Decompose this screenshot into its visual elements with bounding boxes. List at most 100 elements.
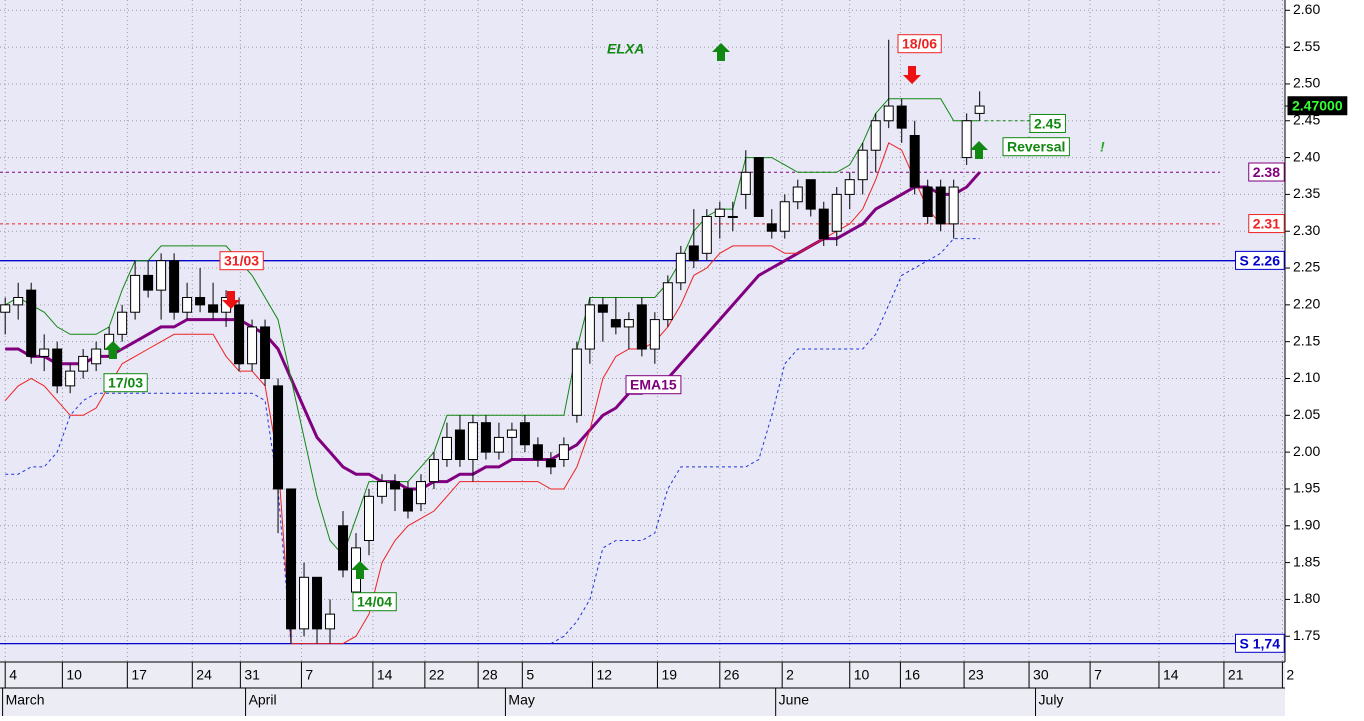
candle-body xyxy=(883,105,894,122)
level-label: 2.38 xyxy=(1253,164,1280,180)
candle-body xyxy=(831,193,842,232)
candle-body xyxy=(156,260,167,291)
candle-body xyxy=(91,348,102,365)
y-tick-label: 2.55 xyxy=(1293,38,1320,54)
candle-body xyxy=(247,326,258,365)
y-tick-label: 1.80 xyxy=(1293,590,1320,606)
x-tick-label: 7 xyxy=(1094,667,1102,683)
month-label: April xyxy=(249,692,277,708)
candle-body xyxy=(26,289,37,357)
candle-body xyxy=(649,319,660,350)
level-label-box xyxy=(1235,250,1285,270)
x-tick-label: 19 xyxy=(661,667,677,683)
candle-body xyxy=(805,179,816,210)
y-tick-label: 1.95 xyxy=(1293,480,1320,496)
candle-body xyxy=(610,319,621,328)
candle-body xyxy=(13,296,24,306)
candle-body xyxy=(896,105,907,129)
candle-body xyxy=(39,348,50,357)
candle-body xyxy=(584,304,595,350)
annotation-box xyxy=(1002,137,1070,157)
indicator-line xyxy=(4,142,954,645)
candle-body xyxy=(961,120,972,159)
candle-body xyxy=(480,422,491,453)
candle-body xyxy=(974,105,985,114)
candle-body xyxy=(948,186,959,225)
candle-body xyxy=(753,157,764,217)
level-label: S 1,74 xyxy=(1240,635,1281,651)
y-tick-label: 1.75 xyxy=(1293,627,1320,643)
x-tick-label: 5 xyxy=(526,667,534,683)
level-label: 2.31 xyxy=(1253,216,1280,232)
signal-arrow xyxy=(970,141,988,159)
candle-body xyxy=(117,311,128,335)
candle-body xyxy=(65,370,76,387)
candle-body xyxy=(714,208,725,217)
x-tick-label: 28 xyxy=(482,667,498,683)
candle-body xyxy=(130,274,141,313)
y-tick-label: 2.20 xyxy=(1293,296,1320,312)
annotation: Reversal xyxy=(1007,139,1065,155)
candle-body xyxy=(402,488,413,512)
month-label: May xyxy=(508,692,534,708)
annotation-box xyxy=(352,592,397,612)
candle-body xyxy=(701,215,712,254)
candle-body xyxy=(260,326,271,379)
candle-body xyxy=(727,215,738,218)
candle-body xyxy=(545,458,556,468)
candle-body xyxy=(441,436,452,460)
candle-body xyxy=(857,149,868,181)
x-tick-label: 26 xyxy=(724,667,740,683)
chart-title: ELXA xyxy=(607,41,644,57)
candle-body xyxy=(909,134,920,188)
candle-body xyxy=(325,613,336,630)
x-tick-label: 12 xyxy=(596,667,612,683)
annotation: 18/06 xyxy=(902,36,937,52)
signal-arrow xyxy=(903,66,921,84)
candle-body xyxy=(688,245,699,262)
candle-body xyxy=(234,304,245,365)
candle-body xyxy=(467,422,478,460)
x-tick-label: 10 xyxy=(854,667,870,683)
y-tick-label: 2.15 xyxy=(1293,332,1320,348)
x-tick-label: 23 xyxy=(968,667,984,683)
y-tick-label: 1.90 xyxy=(1293,516,1320,532)
candle-body xyxy=(662,282,673,321)
candle-body xyxy=(169,260,180,313)
y-tick-label: 2.25 xyxy=(1293,259,1320,275)
indicator-line xyxy=(4,98,980,557)
candle-body xyxy=(78,355,89,372)
annotation: 17/03 xyxy=(108,375,143,391)
candle-body xyxy=(363,495,374,541)
x-tick-label: 22 xyxy=(429,667,445,683)
level-label-box xyxy=(1248,162,1285,182)
signal-arrow xyxy=(351,561,369,579)
candle-body xyxy=(376,481,387,497)
candle-body xyxy=(506,429,517,438)
candle-body xyxy=(870,120,881,151)
candle-body xyxy=(0,304,11,313)
annotation-box xyxy=(219,251,264,271)
x-tick-label: 14 xyxy=(377,667,393,683)
indicator-line xyxy=(5,238,980,645)
candle-body xyxy=(454,429,465,460)
level-label-box xyxy=(1248,214,1285,234)
candle-body xyxy=(935,186,946,225)
x-tick-label: 17 xyxy=(131,667,147,683)
axis-background xyxy=(1285,0,1364,716)
month-label: July xyxy=(1039,692,1064,708)
x-tick-label: 21 xyxy=(1228,667,1244,683)
y-tick-label: 2.40 xyxy=(1293,148,1320,164)
x-tick-label: 2 xyxy=(1286,667,1294,683)
candle-body xyxy=(195,296,206,306)
annotation: ! xyxy=(1100,139,1105,155)
candle-body xyxy=(182,296,193,313)
y-tick-label: 2.35 xyxy=(1293,185,1320,201)
x-tick-label: 7 xyxy=(305,667,313,683)
x-tick-label: 24 xyxy=(196,667,212,683)
last-price-label-box xyxy=(1287,96,1348,116)
candle-body xyxy=(636,304,647,350)
month-label: June xyxy=(779,692,810,708)
candle-body xyxy=(597,304,608,313)
candle-body xyxy=(818,208,829,240)
